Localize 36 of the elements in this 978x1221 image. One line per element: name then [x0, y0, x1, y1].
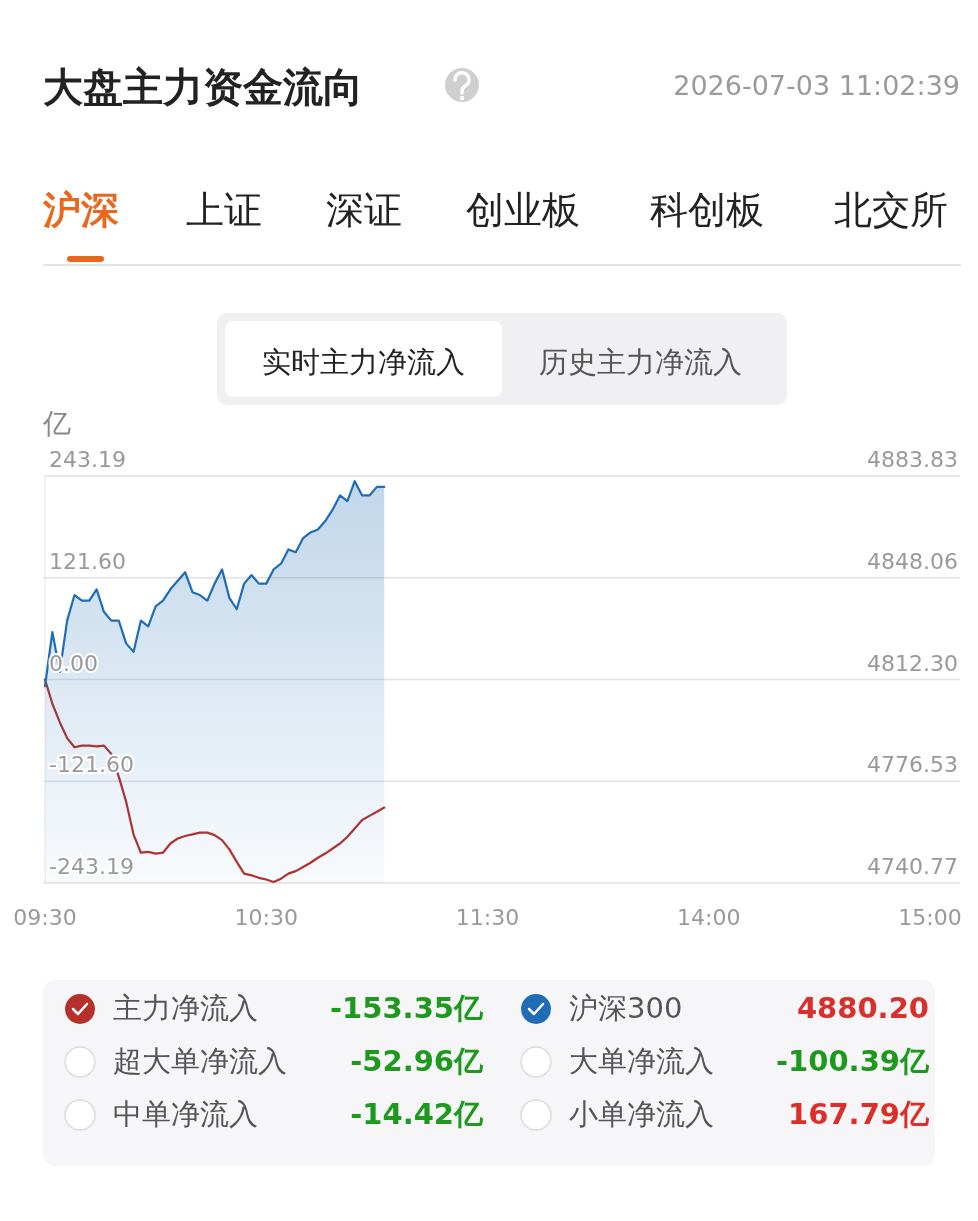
y2-tick-label: 4848.06 — [867, 548, 958, 574]
text: 北交所 — [834, 188, 948, 232]
text: 深证 — [326, 188, 402, 232]
y2-tick-label: 4740.77 — [867, 854, 958, 879]
y-tick-label: 121.60 — [49, 548, 126, 574]
chart-title: 大盘主力资金流向 — [43, 64, 363, 110]
text: 科创板 — [650, 188, 764, 232]
text: 4880.20 — [796, 991, 929, 1025]
text: 167.79亿 — [788, 1097, 930, 1131]
text: -52.96亿 — [350, 1044, 484, 1078]
x-tick-label: 10:30 — [234, 905, 298, 930]
x-tick-label: 11:30 — [455, 905, 520, 930]
text: -100.39亿 — [776, 1044, 930, 1078]
x-tick-label: 09:30 — [13, 905, 77, 930]
text: 上证 — [186, 188, 262, 232]
text: -153.35亿 — [330, 991, 484, 1025]
x-tick-label: 15:00 — [898, 905, 962, 930]
y2-tick-label: 4883.83 — [867, 447, 958, 472]
text: 超大单净流入 — [113, 1044, 287, 1078]
text: 中单净流入 — [113, 1097, 258, 1131]
text: 创业板 — [466, 188, 580, 232]
text: 历史主力净流入 — [538, 345, 742, 379]
text: -14.42亿 — [350, 1097, 484, 1131]
y-tick-label: -243.19 — [49, 854, 134, 879]
x-tick-label: 14:00 — [677, 905, 741, 930]
y-axis-title: 亿 — [42, 407, 71, 440]
legend-label: 主力净流入 — [113, 991, 258, 1025]
text: 沪深 — [42, 188, 119, 232]
y-tick-label: 243.19 — [49, 447, 126, 472]
text: 大单净流入 — [569, 1044, 714, 1078]
text: 2026-07-03 11:02:39 — [673, 70, 960, 101]
y2-tick-label: 4812.30 — [867, 650, 958, 676]
text: 小单净流入 — [569, 1097, 714, 1131]
text: 实时主力净流入 — [261, 345, 465, 379]
y2-tick-label: 4776.53 — [867, 752, 958, 778]
legend-label: 沪深300 — [569, 991, 683, 1025]
